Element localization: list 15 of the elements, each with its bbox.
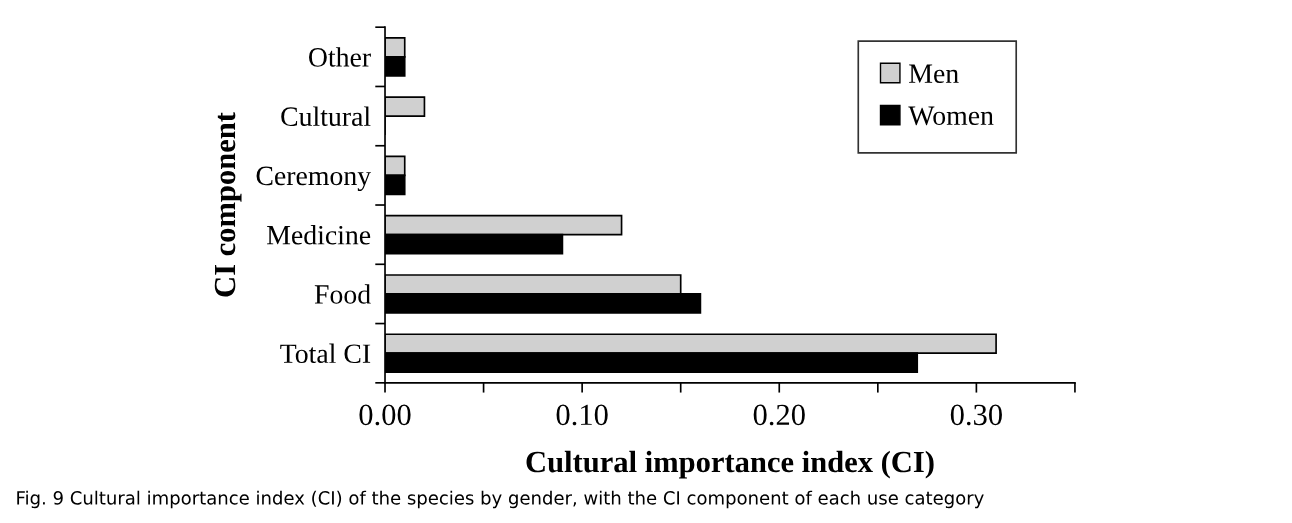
y-tick-label: Cultural xyxy=(281,106,371,127)
x-tick-label: 0.30 xyxy=(950,404,1002,426)
x-tick-label: 0.20 xyxy=(753,404,805,426)
y-tick-label: Other xyxy=(309,47,371,67)
x-tick-label: 0.10 xyxy=(556,404,608,426)
caption: Fig. 9 Cultural importance index (CI) of the species by gender, with the CI component of each use category xyxy=(17,490,984,509)
legend-label: Men xyxy=(909,64,959,84)
y-axis-title: CI component xyxy=(214,112,242,297)
x-axis-title: Cultural importance index (CI) xyxy=(526,450,934,479)
legend-label: Women xyxy=(908,106,994,126)
y-tick-label: Food xyxy=(314,284,371,304)
x-tick-label: 0.00 xyxy=(359,404,411,426)
y-tick-label: Medicine xyxy=(267,225,371,245)
y-tick-label: Ceremony xyxy=(256,166,372,191)
y-tick-label: Total CI xyxy=(280,343,371,364)
